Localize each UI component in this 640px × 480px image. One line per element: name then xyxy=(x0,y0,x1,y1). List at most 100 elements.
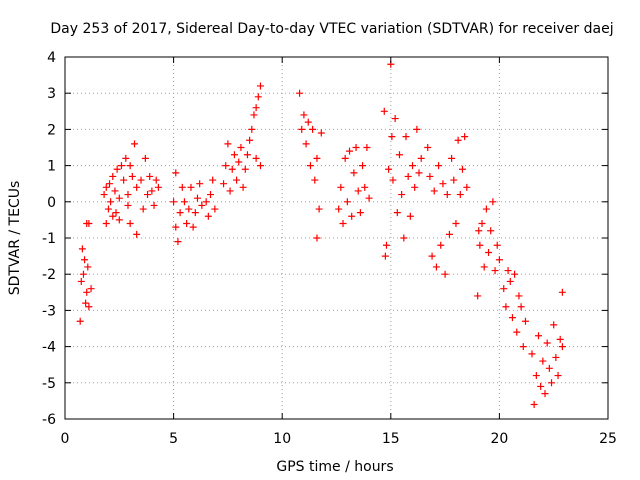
data-point xyxy=(220,180,228,188)
data-point xyxy=(126,162,134,170)
data-point xyxy=(430,187,438,195)
data-point xyxy=(554,372,562,380)
data-point xyxy=(432,263,440,271)
data-point xyxy=(311,176,319,184)
data-point xyxy=(475,227,483,235)
data-point xyxy=(191,209,199,217)
data-point xyxy=(428,252,436,260)
data-point xyxy=(463,183,471,191)
data-point xyxy=(365,194,373,202)
data-point xyxy=(235,158,243,166)
data-point xyxy=(558,343,566,351)
data-point xyxy=(556,335,564,343)
data-point xyxy=(439,180,447,188)
plot-frame xyxy=(64,56,609,420)
data-point xyxy=(113,165,121,173)
y-tick-label: -4 xyxy=(42,340,56,356)
data-point xyxy=(478,220,486,228)
data-point xyxy=(85,303,93,311)
data-point xyxy=(298,125,306,133)
data-point xyxy=(437,241,445,249)
data-point xyxy=(532,372,540,380)
data-point xyxy=(461,133,469,141)
data-point xyxy=(382,241,390,249)
data-point xyxy=(558,288,566,296)
data-point xyxy=(359,162,367,170)
y-tick-label: -2 xyxy=(42,267,56,283)
data-point xyxy=(385,165,393,173)
data-point xyxy=(248,125,256,133)
data-point xyxy=(239,183,247,191)
data-point xyxy=(500,285,508,293)
data-point xyxy=(485,248,493,256)
data-point xyxy=(111,187,119,195)
data-point xyxy=(309,125,317,133)
data-point xyxy=(495,256,503,264)
data-point xyxy=(400,234,408,242)
data-point xyxy=(144,191,152,199)
data-point xyxy=(388,133,396,141)
data-point xyxy=(193,194,201,202)
data-point xyxy=(209,176,217,184)
data-point xyxy=(243,151,251,159)
data-point xyxy=(79,270,87,278)
data-point xyxy=(381,252,389,260)
data-point xyxy=(185,205,193,213)
data-point xyxy=(306,162,314,170)
data-point xyxy=(406,212,414,220)
data-point xyxy=(76,317,84,325)
x-tick-label: 5 xyxy=(169,431,178,447)
x-tick-label: 0 xyxy=(61,431,70,447)
data-point xyxy=(117,162,125,170)
data-point xyxy=(550,321,558,329)
data-point xyxy=(511,270,519,278)
data-point xyxy=(317,129,325,137)
x-tick-label: 25 xyxy=(599,431,617,447)
data-point xyxy=(539,357,547,365)
data-point xyxy=(131,140,139,148)
data-point xyxy=(77,277,85,285)
data-point xyxy=(335,205,343,213)
data-point xyxy=(196,180,204,188)
y-tick-label: 0 xyxy=(47,195,56,211)
data-point xyxy=(126,220,134,228)
data-point xyxy=(534,332,542,340)
data-point xyxy=(341,154,349,162)
data-point xyxy=(435,162,443,170)
data-point xyxy=(343,198,351,206)
data-point xyxy=(250,111,258,119)
data-point xyxy=(302,140,310,148)
data-point xyxy=(237,144,245,151)
data-point xyxy=(389,176,397,184)
y-axis-label: SDTVAR / TECUs xyxy=(7,181,23,296)
data-point xyxy=(363,144,371,151)
data-point xyxy=(480,263,488,271)
data-point xyxy=(393,209,401,217)
x-tick-label: 10 xyxy=(273,431,291,447)
data-point xyxy=(174,238,182,246)
y-tick-label: -5 xyxy=(42,376,56,392)
data-point xyxy=(502,303,510,311)
data-point xyxy=(133,230,141,238)
data-point xyxy=(380,107,388,115)
data-point xyxy=(176,209,184,217)
data-point xyxy=(224,140,232,148)
data-point xyxy=(545,364,553,372)
data-point xyxy=(404,172,412,180)
data-point xyxy=(441,270,449,278)
data-point xyxy=(304,118,312,126)
data-point xyxy=(528,350,536,358)
data-point xyxy=(122,154,130,162)
data-point xyxy=(170,198,178,206)
data-point xyxy=(296,89,304,97)
data-point xyxy=(489,198,497,206)
data-point xyxy=(426,172,434,180)
data-point xyxy=(395,151,403,159)
y-tick-label: 1 xyxy=(47,159,56,175)
data-point xyxy=(172,223,180,231)
data-point xyxy=(226,187,234,195)
data-point xyxy=(456,191,464,199)
data-point xyxy=(491,267,499,275)
data-point xyxy=(115,194,123,202)
